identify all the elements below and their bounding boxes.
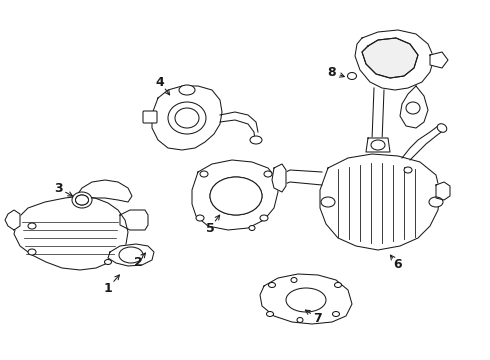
Ellipse shape (267, 311, 273, 316)
Ellipse shape (269, 283, 275, 288)
Ellipse shape (429, 197, 443, 207)
Polygon shape (192, 160, 278, 230)
Polygon shape (362, 38, 418, 78)
Ellipse shape (175, 108, 199, 128)
Ellipse shape (72, 192, 92, 208)
Ellipse shape (404, 167, 412, 173)
Ellipse shape (333, 311, 340, 316)
Polygon shape (5, 210, 20, 230)
Ellipse shape (75, 195, 89, 205)
Polygon shape (75, 180, 132, 202)
Polygon shape (120, 210, 148, 230)
Text: 4: 4 (156, 76, 164, 89)
Polygon shape (108, 244, 154, 266)
Ellipse shape (28, 249, 36, 255)
Ellipse shape (28, 223, 36, 229)
Ellipse shape (437, 124, 447, 132)
Text: 5: 5 (206, 221, 215, 234)
Ellipse shape (196, 215, 204, 221)
Ellipse shape (119, 247, 143, 263)
Ellipse shape (347, 72, 357, 80)
Text: 7: 7 (314, 311, 322, 324)
Ellipse shape (179, 85, 195, 95)
Polygon shape (430, 52, 448, 68)
Ellipse shape (104, 260, 112, 265)
Ellipse shape (200, 171, 208, 177)
Text: 3: 3 (54, 181, 62, 194)
Ellipse shape (168, 102, 206, 134)
FancyBboxPatch shape (143, 111, 157, 123)
Polygon shape (366, 138, 390, 152)
Polygon shape (260, 274, 352, 324)
Ellipse shape (406, 102, 420, 114)
Text: 2: 2 (134, 256, 143, 269)
Ellipse shape (260, 215, 268, 221)
Ellipse shape (286, 288, 326, 312)
Ellipse shape (249, 225, 255, 230)
Polygon shape (14, 196, 128, 270)
Polygon shape (400, 86, 428, 128)
Polygon shape (152, 86, 222, 150)
Polygon shape (272, 164, 286, 192)
Ellipse shape (291, 278, 297, 283)
Ellipse shape (250, 136, 262, 144)
Ellipse shape (297, 318, 303, 323)
Ellipse shape (264, 171, 272, 177)
Ellipse shape (75, 195, 89, 205)
Ellipse shape (371, 140, 385, 150)
Ellipse shape (321, 197, 335, 207)
Ellipse shape (210, 177, 262, 215)
Polygon shape (355, 30, 434, 90)
Polygon shape (320, 154, 440, 250)
Ellipse shape (210, 177, 262, 215)
Text: 8: 8 (328, 66, 336, 78)
Text: 6: 6 (393, 258, 402, 271)
Text: 1: 1 (103, 282, 112, 294)
Polygon shape (436, 182, 450, 200)
Ellipse shape (335, 283, 342, 288)
